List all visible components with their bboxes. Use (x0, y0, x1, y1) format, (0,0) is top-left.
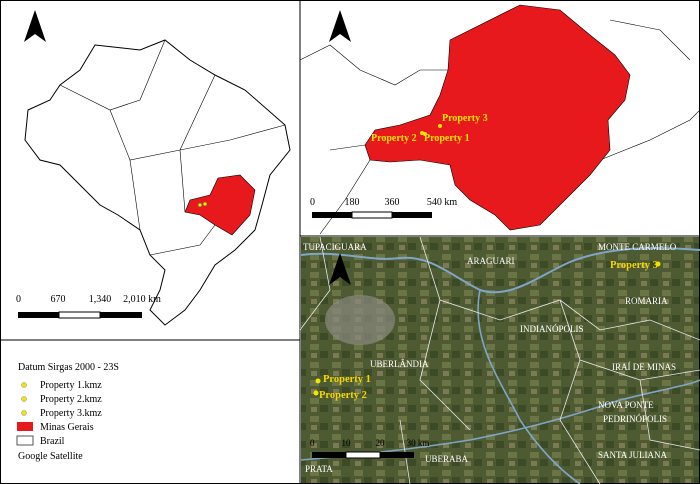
property-point (197, 202, 203, 208)
minas-gerais (364, 4, 631, 231)
place-label: UBERLÂNDIA (370, 359, 429, 369)
state-border (59, 39, 166, 111)
scale-label: 670 (51, 294, 66, 305)
north-arrow (329, 10, 351, 42)
legend-datum: Datum Sirgas 2000 - 23S (18, 362, 119, 373)
scale-label: 20 (376, 438, 386, 448)
place-label: ARAGUARI (467, 256, 515, 266)
place-label: MONTE CARMELO (598, 242, 677, 252)
place-label: ROMARIA (625, 296, 668, 306)
scale-bar (312, 212, 352, 218)
legend-symbol (21, 382, 27, 388)
scale-bar (18, 312, 59, 318)
scale-label: 2,010 km (123, 294, 161, 305)
state-border (179, 149, 186, 213)
property-point (423, 132, 427, 136)
state-border (179, 124, 286, 151)
scale-label: 30 km (407, 438, 430, 448)
place-label: IRAÍ DE MINAS (612, 362, 676, 372)
legend-symbol (21, 410, 27, 416)
state-border (299, 44, 448, 86)
place-label: NOVA PONTE (598, 400, 654, 410)
scale-label: 360 (385, 197, 400, 208)
state-border (329, 144, 366, 151)
legend-symbol (21, 396, 27, 402)
satellite-image (301, 237, 699, 483)
property-point (313, 390, 319, 396)
property-label: Property 1 (424, 133, 470, 144)
scale-bar (345, 451, 381, 459)
place-label: SANTA JULIANA (598, 450, 668, 460)
state-border (609, 19, 691, 61)
property-point (202, 201, 208, 207)
legend-item: Property 2.kmz (40, 394, 102, 405)
scale-bar (58, 311, 101, 319)
state-border (129, 159, 141, 231)
legend-symbol (17, 422, 33, 431)
place-label: TUPACIGUARA (303, 242, 367, 252)
scale-label: 1,340 (89, 294, 112, 305)
legend-item: Google Satellite (18, 451, 83, 462)
property-point (655, 261, 661, 267)
legend-symbol (16, 435, 34, 446)
property-label: Property 2 (319, 390, 367, 401)
place-label: PEDRINÓPOLIS (603, 414, 667, 424)
brazil-panel: 0 670 1,340 2,010 km (16, 10, 291, 326)
urban-area (325, 295, 395, 345)
scale-bar (312, 452, 346, 458)
place-label: INDIANÓPOLIS (520, 324, 584, 334)
scale-label: 180 (345, 197, 360, 208)
scale-label: 0 (310, 197, 315, 208)
legend-item: Minas Gerais (40, 422, 94, 433)
north-arrow (24, 10, 46, 42)
legend: Datum Sirgas 2000 - 23S Property 1.kmz P… (16, 362, 119, 462)
minas-gerais (184, 174, 256, 236)
place-label: UBERABA (425, 454, 469, 464)
scale-label: 0 (16, 294, 21, 305)
legend-item: Property 3.kmz (40, 408, 102, 419)
scale-label: 0 (310, 438, 315, 448)
state-border (109, 74, 216, 161)
property-label: Property 3 (442, 113, 488, 124)
scale-bar (392, 212, 432, 218)
property-point (315, 378, 321, 384)
state-border (149, 224, 216, 256)
property-label: Property 2 (371, 133, 417, 144)
scale-label: 10 (342, 438, 352, 448)
legend-item: Property 1.kmz (40, 380, 102, 391)
property-label: Property 3 (610, 260, 658, 271)
state-border (319, 159, 371, 235)
brazil-outline (24, 39, 291, 326)
north-arrow (329, 253, 351, 285)
place-label: PRATA (305, 464, 333, 474)
property-point (438, 124, 442, 128)
municipal-border (299, 236, 700, 484)
property-label: Property 1 (323, 374, 371, 385)
scale-bar (380, 452, 414, 458)
river (477, 289, 581, 484)
scale-bar (100, 312, 142, 318)
satellite-panel: TUPACIGUARA ARAGUARI MONTE CARMELO ROMAR… (299, 236, 700, 484)
scale-label: 540 km (427, 197, 458, 208)
state-border (599, 109, 700, 161)
state-panel: Property 3 Property 2 Property 1 0 180 3… (299, 4, 700, 235)
scale-bar (351, 211, 393, 219)
legend-item: Brazil (40, 436, 65, 447)
